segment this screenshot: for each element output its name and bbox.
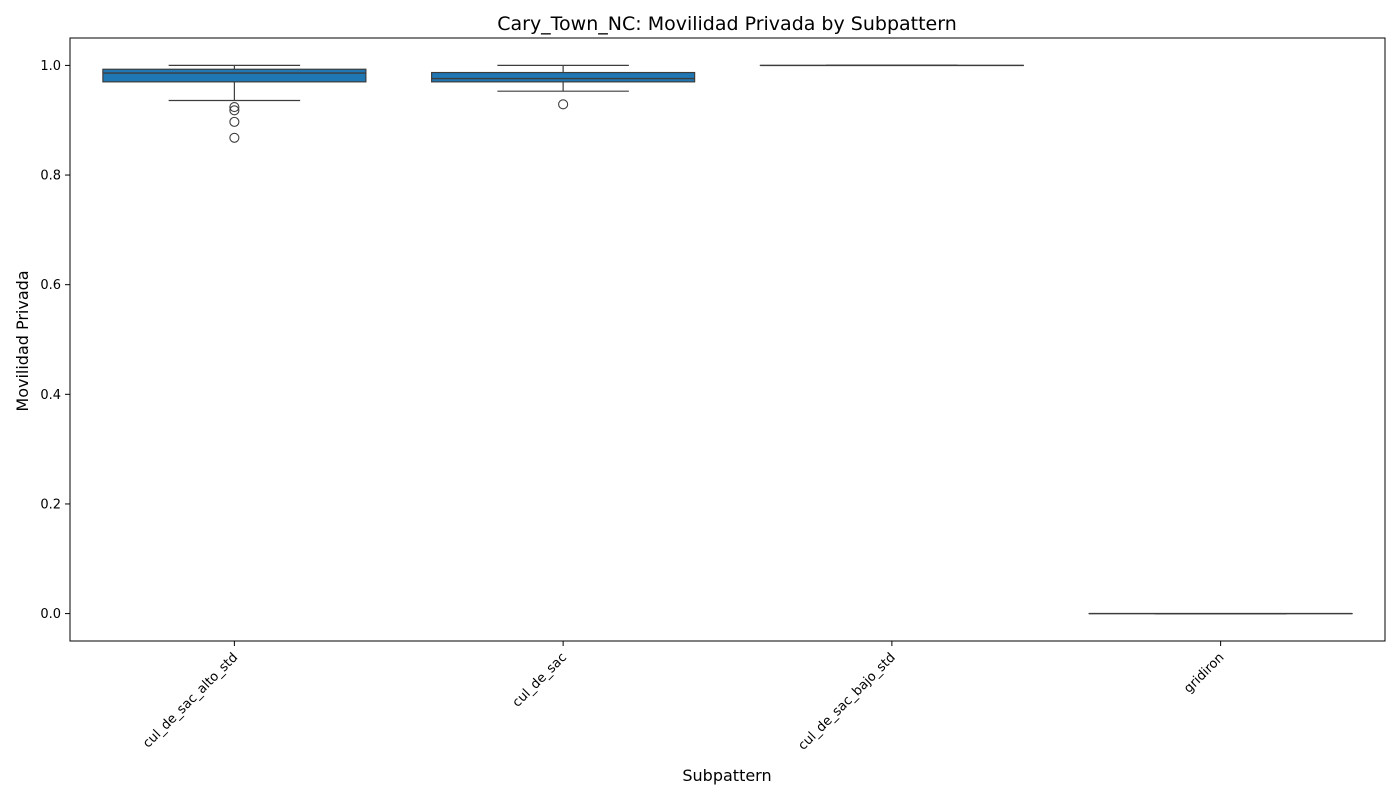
box-iqr <box>103 69 366 82</box>
outlier-point <box>230 133 239 142</box>
y-axis: 0.0 0.2 0.4 0.6 0.8 1.0 <box>40 59 70 622</box>
y-tick-label: 0.8 <box>40 169 61 184</box>
x-axis-title: Subpattern <box>682 766 771 785</box>
y-tick-label: 1.0 <box>40 59 61 74</box>
y-tick-label: 0.6 <box>40 278 61 293</box>
box-iqr <box>432 73 695 82</box>
outlier-point <box>559 100 568 109</box>
outlier-point <box>230 117 239 126</box>
y-axis-title: Movilidad Privada <box>13 270 32 411</box>
x-axis: cul_de_sac_alto_std cul_de_sac cul_de_sac_… <box>140 641 1227 753</box>
box-cul_de_sac_alto_std <box>103 65 366 142</box>
chart-title: Cary_Town_NC: Movilidad Privada by Subpa… <box>497 13 957 35</box>
x-tick-label: cul_de_sac_bajo_std <box>795 650 898 753</box>
box-series <box>103 65 1352 613</box>
plot-area-frame <box>70 38 1385 641</box>
x-tick-label: gridiron <box>1181 650 1227 696</box>
y-tick-label: 0.4 <box>40 388 61 403</box>
y-tick-label: 0.0 <box>40 607 61 622</box>
box-cul_de_sac <box>432 65 695 108</box>
x-tick-label: cul_de_sac <box>510 650 570 710</box>
x-tick-label: cul_de_sac_alto_std <box>140 650 241 751</box>
y-tick-label: 0.2 <box>40 497 61 512</box>
